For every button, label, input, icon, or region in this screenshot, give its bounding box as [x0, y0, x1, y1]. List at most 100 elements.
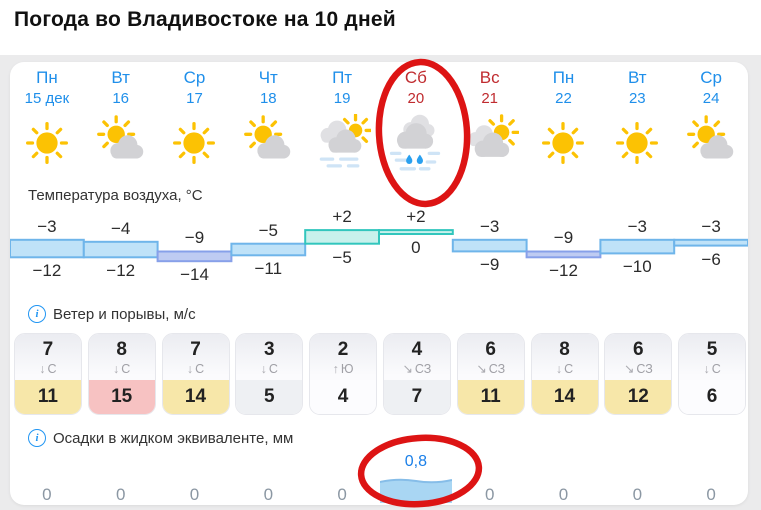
day-column-2[interactable]: Вт 16 — [84, 68, 158, 114]
temp-low: −6 — [701, 249, 721, 269]
temp-high: −5 — [258, 220, 278, 240]
sun-icon — [10, 110, 84, 176]
wind-speed: 7 — [190, 339, 201, 360]
wind-card: 7 ↓ С 11 — [13, 333, 82, 415]
precip-value: 0 — [632, 485, 643, 504]
precip-value: 0,8 — [404, 453, 428, 470]
temp-high: −3 — [479, 216, 500, 236]
wind-card: 8 ↓ С 14 — [530, 333, 599, 415]
temp-low: −12 — [106, 261, 136, 281]
info-icon[interactable]: i — [28, 305, 46, 323]
wind-speed: 6 — [485, 339, 496, 360]
temp-high: −3 — [701, 216, 721, 236]
day-column-10[interactable]: Ср 24 — [674, 68, 748, 114]
temp-high: −3 — [627, 216, 647, 236]
wind-section-title: Ветер и порывы, м/с — [53, 305, 196, 323]
wind-gust: 7 — [383, 380, 450, 414]
clouds-rain-mist-icon — [379, 110, 453, 176]
day-name: Вт — [628, 68, 647, 87]
day-date: 24 — [702, 90, 720, 107]
temperature-section-title: Температура воздуха, °C — [28, 186, 203, 204]
page-title: Погода во Владивостоке на 10 дней — [14, 8, 396, 31]
temp-low: −9 — [479, 255, 500, 275]
wind-card-top: 2 ↑ Ю — [310, 334, 377, 380]
temperature-section-label: Температура воздуха, °C — [28, 185, 203, 205]
day-column-6[interactable]: Сб 20 — [379, 68, 453, 114]
day-name: Пт — [332, 68, 353, 87]
wind-speed: 4 — [411, 339, 423, 360]
clouds-sun-icon — [453, 110, 527, 176]
wind-speed: 6 — [633, 339, 644, 360]
wind-card: 5 ↓ С 6 — [678, 333, 747, 415]
temp-high: +2 — [332, 207, 352, 227]
wind-speed: 2 — [337, 339, 349, 360]
precip-value: 0 — [337, 485, 347, 504]
wind-arrow-icon: ↑ — [332, 362, 339, 376]
wind-gust: 14 — [162, 380, 229, 414]
wind-card-top: 8 ↓ С — [531, 334, 598, 380]
temp-low: −12 — [32, 261, 62, 281]
day-column-7[interactable]: Вс 21 — [453, 68, 527, 114]
day-column-3[interactable]: Ср 17 — [158, 68, 232, 114]
day-column-9[interactable]: Вт 23 — [600, 68, 674, 114]
day-name: Ср — [183, 68, 206, 87]
temp-high: −9 — [553, 228, 574, 248]
wind-direction: ↓ С — [186, 362, 205, 376]
temp-low: −10 — [622, 257, 652, 277]
day-column-1[interactable]: Пн 15 дек — [10, 68, 84, 114]
day-date: 19 — [333, 90, 351, 107]
day-date: 18 — [259, 90, 277, 107]
wind-arrow-icon: ↓ — [703, 362, 710, 376]
wind-card: 6 ↘ СЗ 12 — [604, 333, 673, 415]
day-name: Сб — [404, 68, 427, 87]
sun-cloud-icon — [231, 110, 305, 176]
wind-direction: ↑ Ю — [332, 362, 354, 376]
precip-value: 0 — [115, 485, 126, 504]
wind-card: 3 ↓ С 5 — [235, 333, 304, 415]
temp-low: −12 — [549, 261, 578, 281]
day-date: 16 — [112, 90, 130, 107]
day-name: Чт — [258, 68, 278, 87]
day-date: 20 — [407, 90, 425, 107]
precip-value: 0 — [484, 485, 495, 504]
wind-gust: 5 — [236, 380, 303, 414]
wind-section-label: i Ветер и порывы, м/с — [28, 304, 196, 324]
sun-icon — [158, 110, 232, 176]
day-date: 15 дек — [24, 90, 70, 107]
wind-gust: 15 — [88, 380, 155, 414]
wind-direction: ↓ С — [555, 362, 574, 376]
precip-value: 0 — [558, 485, 569, 504]
wind-card-top: 6 ↘ СЗ — [605, 334, 672, 380]
wind-gust: 11 — [14, 380, 81, 414]
wind-direction: ↘ СЗ — [623, 362, 653, 376]
day-column-5[interactable]: Пт 19 — [305, 68, 379, 114]
wind-speed: 8 — [116, 339, 127, 360]
day-date: 22 — [555, 90, 572, 107]
day-column-4[interactable]: Чт 18 — [231, 68, 305, 114]
wind-card-top: 5 ↓ С — [679, 334, 746, 380]
wind-card: 7 ↓ С 14 — [161, 333, 230, 415]
precip-section-title: Осадки в жидком эквиваленте, мм — [53, 429, 294, 447]
wind-arrow-icon: ↓ — [260, 362, 267, 376]
day-date: 23 — [628, 90, 646, 107]
temp-high: −3 — [37, 216, 57, 236]
wind-card: 8 ↓ С 15 — [87, 333, 156, 415]
wind-card: 6 ↘ СЗ 11 — [456, 333, 525, 415]
wind-card-top: 6 ↘ СЗ — [457, 334, 524, 380]
precip-value: 0 — [42, 485, 52, 504]
wind-card: 4 ↘ СЗ 7 — [382, 333, 451, 415]
temp-low: 0 — [411, 238, 421, 257]
day-column-8[interactable]: Пн 22 — [527, 68, 601, 114]
forecast-card: Пн 15 дек Вт 16 Ср 17 Чт 18 Пт 19 Сб 20 Вс 21 Пн 22 Вт 23… — [10, 62, 748, 505]
wind-direction: ↓ С — [39, 362, 57, 376]
temp-high: −9 — [184, 228, 205, 248]
wind-gust: 11 — [457, 380, 524, 414]
wind-arrow-icon: ↓ — [186, 362, 194, 376]
info-icon[interactable]: i — [28, 429, 46, 447]
sun-icon — [527, 110, 601, 176]
wind-speed: 7 — [42, 339, 54, 360]
wind-card-top: 4 ↘ СЗ — [383, 334, 450, 380]
temp-low: −5 — [332, 247, 352, 267]
temp-low: −14 — [180, 265, 209, 285]
wind-direction: ↓ С — [260, 362, 278, 376]
